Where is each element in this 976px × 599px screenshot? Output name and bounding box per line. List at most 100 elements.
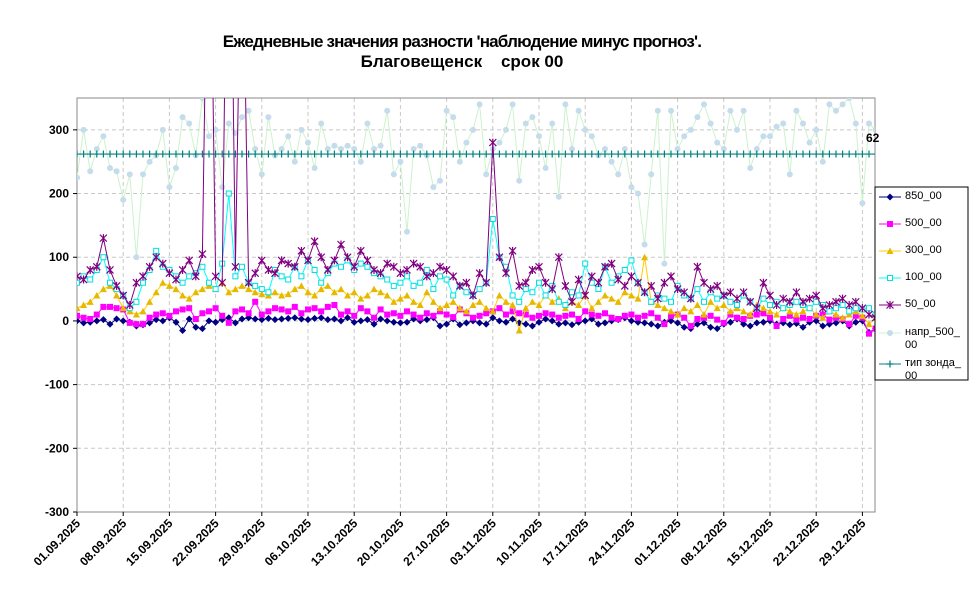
legend-label-box: 100_00 (905, 271, 942, 283)
marker-plus (627, 150, 635, 158)
marker-plus (660, 150, 668, 158)
marker-star (528, 265, 537, 274)
marker-triangle (291, 285, 299, 293)
marker-plus (185, 150, 193, 158)
marker-square (833, 314, 839, 321)
marker-open-square (318, 279, 325, 286)
marker-diamond (304, 316, 312, 324)
marker-open-square (648, 298, 655, 305)
marker-triangle (119, 304, 127, 312)
marker-star (403, 265, 411, 274)
marker-diamond (495, 317, 503, 325)
marker-diamond (812, 317, 820, 325)
marker-triangle (621, 288, 629, 296)
marker-open-square (806, 305, 813, 312)
marker-circle (258, 171, 265, 178)
y-tick-label: 200 (49, 187, 69, 201)
marker-open-square (734, 302, 740, 308)
marker-circle (410, 145, 417, 152)
marker-open-square (140, 279, 146, 286)
marker-plus (198, 150, 206, 158)
marker-diamond (548, 317, 556, 325)
marker-plus (225, 150, 233, 158)
marker-square (470, 314, 476, 321)
marker-circle (694, 114, 701, 121)
marker-plus (449, 150, 457, 158)
marker-open-square (509, 292, 516, 299)
marker-triangle (773, 311, 781, 318)
marker-star (713, 281, 722, 290)
marker-circle (179, 114, 186, 121)
marker-diamond (594, 320, 602, 328)
marker-plus (886, 360, 894, 368)
marker-star (620, 281, 629, 290)
marker-square (529, 314, 536, 321)
marker-plus (126, 150, 134, 158)
marker-star (317, 253, 326, 262)
y-tick-label: -300 (45, 505, 69, 519)
marker-circle (542, 165, 549, 172)
marker-star (139, 272, 147, 281)
marker-triangle (185, 295, 193, 302)
marker-star (871, 313, 875, 322)
marker-open-square (390, 282, 397, 289)
marker-diamond (786, 321, 794, 329)
marker-circle (707, 120, 714, 127)
marker-circle (417, 142, 424, 149)
legend-label: тип зонда_00 (905, 357, 961, 382)
marker-star (350, 262, 359, 271)
marker-diamond (317, 314, 325, 322)
marker-star (158, 259, 167, 268)
marker-open-square (450, 292, 457, 299)
marker-triangle (423, 288, 431, 296)
marker-plus (594, 150, 602, 158)
marker-plus (205, 150, 213, 158)
marker-star (343, 253, 352, 262)
marker-diamond (284, 314, 292, 322)
marker-star (818, 304, 827, 313)
marker-square (212, 305, 219, 312)
marker-square (305, 306, 311, 313)
marker-triangle (746, 311, 754, 318)
marker-plus (403, 150, 411, 158)
marker-square (153, 311, 160, 318)
marker-circle (377, 142, 384, 149)
marker-triangle (594, 298, 602, 305)
marker-square (410, 311, 417, 318)
marker-plus (297, 150, 305, 158)
marker-diamond (509, 315, 517, 323)
marker-star (627, 272, 636, 281)
marker-square (562, 312, 569, 319)
marker-star (191, 272, 200, 281)
marker-open-square (839, 302, 846, 308)
marker-triangle (495, 291, 503, 299)
marker-square (555, 314, 562, 321)
series-layer (77, 98, 875, 337)
marker-triangle (139, 307, 147, 315)
marker-circle (324, 145, 331, 152)
marker-circle (140, 171, 146, 178)
marker-triangle (667, 307, 675, 315)
marker-plus (482, 150, 490, 158)
marker-square (272, 305, 278, 312)
marker-plus (865, 150, 873, 158)
marker-plus (390, 150, 398, 158)
marker-square (866, 330, 872, 337)
marker-square (331, 302, 338, 308)
marker-plus (839, 150, 847, 158)
marker-triangle (502, 298, 510, 305)
marker-star (119, 291, 128, 300)
marker-plus (80, 150, 88, 158)
chart-subtitle: Благовещенск срок 00 (361, 52, 564, 71)
marker-triangle (786, 307, 794, 315)
legend-label: 500_00 (905, 217, 942, 229)
marker-star (475, 269, 484, 278)
marker-diamond (502, 318, 510, 326)
marker-open-square (107, 279, 113, 286)
marker-star (449, 272, 458, 281)
marker-square (344, 308, 351, 315)
marker-open-square (133, 298, 140, 305)
marker-star (409, 259, 418, 268)
marker-plus (469, 150, 477, 158)
marker-diamond (390, 318, 398, 326)
